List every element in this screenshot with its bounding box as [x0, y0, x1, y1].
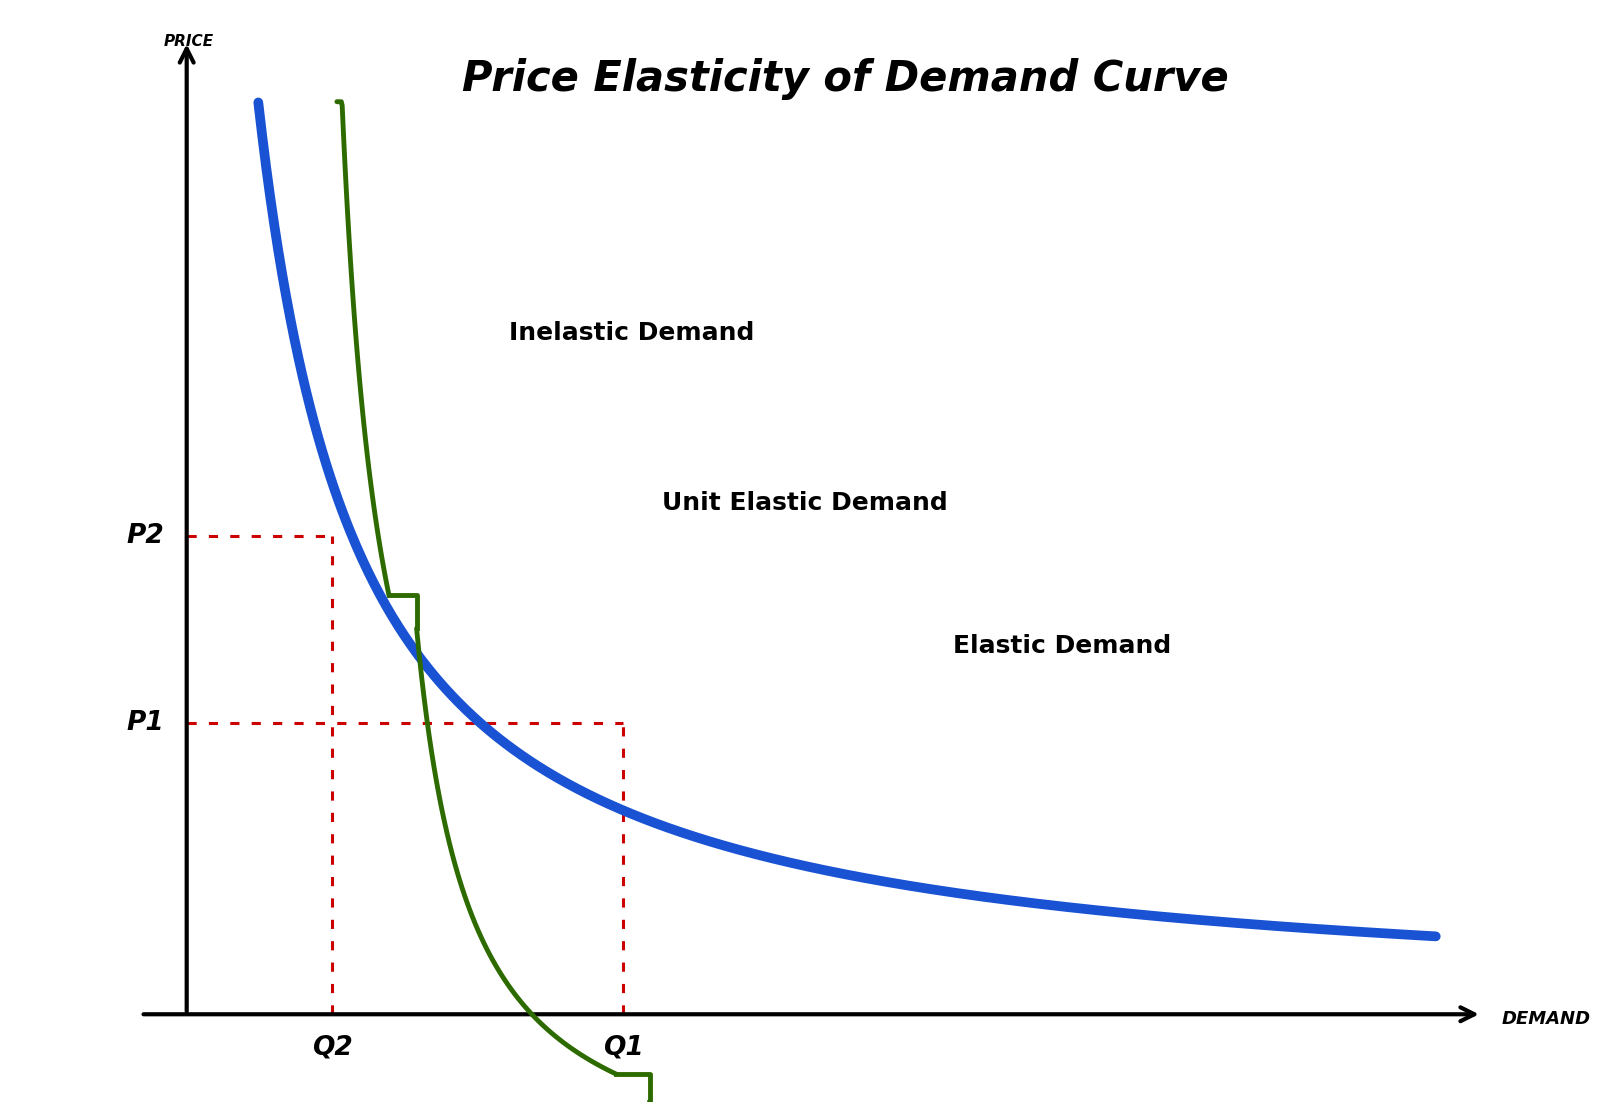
Text: Elastic Demand: Elastic Demand: [954, 634, 1171, 657]
Text: Unit Elastic Demand: Unit Elastic Demand: [662, 491, 947, 515]
Text: P1: P1: [126, 709, 163, 736]
Text: Q2: Q2: [312, 1034, 352, 1060]
Text: PRICE: PRICE: [163, 33, 214, 49]
Text: P2: P2: [126, 523, 163, 549]
Text: Inelastic Demand: Inelastic Demand: [509, 320, 754, 345]
Text: Price Elasticity of Demand Curve: Price Elasticity of Demand Curve: [462, 57, 1229, 99]
Text: DEMAND: DEMAND: [1502, 1010, 1590, 1028]
Text: Q1: Q1: [603, 1034, 643, 1060]
